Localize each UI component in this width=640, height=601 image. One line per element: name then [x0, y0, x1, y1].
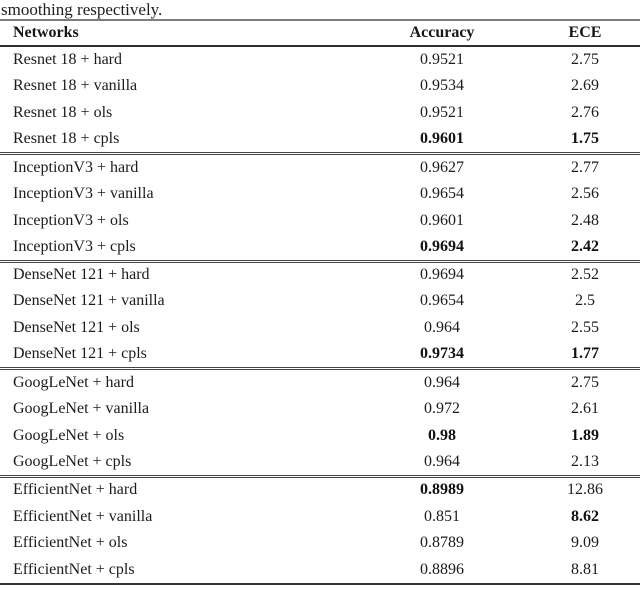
cell-network: Resnet 18 + hard [13, 50, 122, 68]
cell-ece: 1.75 [571, 130, 599, 148]
cell-ece: 2.56 [571, 184, 599, 202]
section-resnet18: Resnet 18 + hard 0.9521 2.75 Resnet 18 +… [0, 46, 640, 154]
table-row: EfficientNet + hard 0.8989 12.86 [0, 476, 640, 503]
cell-network: DenseNet 121 + ols [13, 319, 140, 337]
cell-ece: 2.52 [571, 266, 599, 284]
table-row: Resnet 18 + hard 0.9521 2.75 [0, 46, 640, 73]
table-row: DenseNet 121 + ols 0.964 2.55 [0, 315, 640, 342]
cell-accuracy: 0.9521 [420, 50, 464, 68]
cell-network: InceptionV3 + vanilla [13, 184, 154, 202]
section-inceptionv3: InceptionV3 + hard 0.9627 2.77 Inception… [0, 153, 640, 262]
cell-network: InceptionV3 + hard [13, 158, 139, 176]
cell-ece: 2.42 [571, 237, 599, 255]
table-header-row: Networks Accuracy ECE [0, 20, 640, 46]
cell-network: DenseNet 121 + hard [13, 266, 150, 284]
cell-ece: 2.55 [571, 319, 599, 337]
cell-accuracy: 0.964 [424, 453, 460, 471]
cell-network: Resnet 18 + vanilla [13, 77, 138, 95]
cell-network: GoogLeNet + cpls [13, 453, 132, 471]
table-row: DenseNet 121 + hard 0.9694 2.52 [0, 261, 640, 288]
cell-accuracy: 0.8789 [420, 534, 464, 552]
table-row: GoogLeNet + vanilla 0.972 2.61 [0, 396, 640, 423]
cell-network: InceptionV3 + cpls [13, 237, 136, 255]
cell-accuracy: 0.8989 [420, 481, 464, 499]
cell-network: GoogLeNet + ols [13, 426, 125, 444]
cell-accuracy: 0.964 [424, 319, 460, 337]
table-row: InceptionV3 + hard 0.9627 2.77 [0, 154, 640, 181]
table-row: Resnet 18 + ols 0.9521 2.76 [0, 100, 640, 127]
table-row: DenseNet 121 + cpls 0.9734 1.77 [0, 342, 640, 369]
cell-ece: 2.75 [571, 373, 599, 391]
column-header-accuracy: Accuracy [409, 24, 475, 41]
cell-ece: 8.81 [571, 560, 599, 578]
cell-ece: 2.69 [571, 77, 599, 95]
cell-accuracy: 0.8896 [420, 560, 464, 578]
cell-accuracy: 0.9694 [420, 237, 464, 255]
cell-accuracy: 0.9734 [420, 345, 464, 363]
cell-accuracy: 0.851 [424, 507, 460, 525]
cell-network: EfficientNet + hard [13, 481, 138, 499]
cell-ece: 2.48 [571, 211, 599, 229]
table-row: EfficientNet + ols 0.8789 9.09 [0, 530, 640, 557]
cell-ece: 2.75 [571, 50, 599, 68]
cell-ece: 12.86 [567, 481, 603, 499]
cell-network: EfficientNet + vanilla [13, 507, 153, 525]
cell-network: Resnet 18 + ols [13, 104, 113, 122]
cell-ece: 2.76 [571, 104, 599, 122]
table-row: GoogLeNet + ols 0.98 1.89 [0, 422, 640, 449]
table-row: EfficientNet + cpls 0.8896 8.81 [0, 557, 640, 584]
table-row: DenseNet 121 + vanilla 0.9654 2.5 [0, 288, 640, 315]
cell-network: DenseNet 121 + cpls [13, 345, 147, 363]
section-densenet121: DenseNet 121 + hard 0.9694 2.52 DenseNet… [0, 261, 640, 369]
table-row: InceptionV3 + vanilla 0.9654 2.56 [0, 180, 640, 207]
cell-ece: 2.5 [575, 292, 595, 310]
table-row: GoogLeNet + cpls 0.964 2.13 [0, 449, 640, 476]
table-row: Resnet 18 + vanilla 0.9534 2.69 [0, 73, 640, 100]
cell-network: EfficientNet + cpls [13, 560, 135, 578]
cell-ece: 9.09 [571, 534, 599, 552]
cell-ece: 2.61 [571, 400, 599, 418]
cell-accuracy: 0.972 [424, 400, 460, 418]
table-row: InceptionV3 + cpls 0.9694 2.42 [0, 234, 640, 261]
cell-accuracy: 0.9601 [420, 130, 464, 148]
column-header-ece: ECE [568, 24, 602, 41]
cell-network: EfficientNet + ols [13, 534, 128, 552]
cell-accuracy: 0.9601 [420, 211, 464, 229]
table-row: Resnet 18 + cpls 0.9601 1.75 [0, 127, 640, 154]
table-header: Networks Accuracy ECE [0, 20, 640, 46]
cell-accuracy: 0.9654 [420, 292, 464, 310]
cell-accuracy: 0.9627 [420, 158, 464, 176]
cell-network: GoogLeNet + vanilla [13, 400, 150, 418]
column-header-networks: Networks [13, 24, 79, 41]
cell-accuracy: 0.964 [424, 373, 460, 391]
cell-ece: 2.13 [571, 453, 599, 471]
cell-accuracy: 0.98 [428, 426, 456, 444]
section-efficientnet: EfficientNet + hard 0.8989 12.86 Efficie… [0, 476, 640, 584]
table-row: GoogLeNet + hard 0.964 2.75 [0, 369, 640, 396]
cell-network: GoogLeNet + hard [13, 373, 134, 391]
section-googlenet: GoogLeNet + hard 0.964 2.75 GoogLeNet + … [0, 368, 640, 477]
cell-network: DenseNet 121 + vanilla [13, 292, 165, 310]
cell-ece: 2.77 [571, 158, 599, 176]
cell-accuracy: 0.9694 [420, 266, 464, 284]
cell-ece: 1.77 [571, 345, 599, 363]
cell-accuracy: 0.9534 [420, 77, 464, 95]
table-row: EfficientNet + vanilla 0.851 8.62 [0, 503, 640, 530]
cell-accuracy: 0.9654 [420, 184, 464, 202]
table-caption-tail: smoothing respectively. [1, 0, 163, 19]
cell-ece: 8.62 [571, 507, 599, 525]
cell-network: InceptionV3 + ols [13, 211, 129, 229]
cell-network: Resnet 18 + cpls [13, 130, 120, 148]
results-table: Networks Accuracy ECE Resnet 18 + hard 0… [0, 19, 640, 585]
table-row: InceptionV3 + ols 0.9601 2.48 [0, 207, 640, 234]
cell-ece: 1.89 [571, 426, 599, 444]
cell-accuracy: 0.9521 [420, 104, 464, 122]
